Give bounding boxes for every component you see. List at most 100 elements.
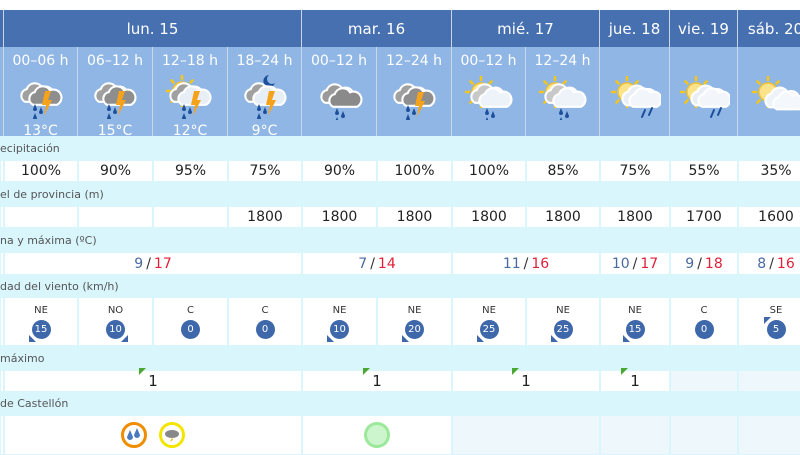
warnings-cell (302, 415, 452, 455)
uv-cell: 1 (302, 370, 452, 392)
temp-min: 9 (134, 256, 143, 272)
temp-min: 8 (757, 256, 766, 272)
sun-cloud-rain-icon (537, 70, 589, 124)
wind-speed-badge: 15 (626, 320, 645, 339)
snow-level-cell: 1800 (600, 206, 670, 228)
wind-arrow-icon (402, 335, 409, 342)
sun-cloud-icon (750, 70, 800, 124)
wind-arrow-icon (121, 335, 128, 342)
snow-level-cell: 1800 (526, 206, 600, 228)
warnings-cell (670, 415, 738, 455)
day-label: mié. 17 (497, 20, 554, 38)
day-header-1[interactable]: mar. 16 (302, 10, 452, 47)
precipitation-cell: 75% (228, 160, 302, 182)
temp-max: 14 (378, 256, 396, 272)
cloud-rain-icon (313, 70, 365, 124)
temp-max: 16 (531, 256, 549, 272)
day-label: vie. 19 (678, 20, 729, 38)
warning-orange-badge[interactable] (121, 422, 147, 448)
uv-value: 1 (521, 372, 531, 390)
period-label: 12–18 h (162, 53, 218, 69)
period-label: 06–12 h (87, 53, 143, 69)
temperature-cell: 8/16 (738, 252, 800, 275)
period-cell[interactable]: 00–12 h (452, 47, 526, 136)
period-label: 12–24 h (535, 53, 591, 70)
temp-max: 17 (640, 256, 658, 272)
forecast-table: lun. 15 mar. 16 mié. 17 jue. 18 vie. 19 sáb. … (0, 10, 800, 455)
day-header-3[interactable]: jue. 18 (600, 10, 670, 47)
row-label-precip: ecipitación (0, 136, 800, 160)
row-label-uv: máximo (0, 346, 800, 370)
period-cell[interactable] (670, 47, 738, 136)
period-cell[interactable]: 12–24 h (526, 47, 600, 136)
precipitation-cell: 95% (153, 160, 228, 182)
wind-speed-badge: 0 (695, 320, 714, 339)
warning-yellow-badge[interactable] (159, 422, 185, 448)
day-header-5[interactable]: sáb. 20 (738, 10, 800, 47)
uv-cell: 1 (4, 370, 302, 392)
day-header-0[interactable]: lun. 15 (4, 10, 302, 47)
row-label-warnings: de Castellón (0, 392, 800, 415)
uv-flag-icon (621, 368, 628, 375)
wind-speed-badge: 0 (181, 320, 200, 339)
temperature-cell: 11/16 (452, 252, 600, 275)
wind-speed-badge: 5 (767, 320, 786, 339)
wind-direction: NO (108, 305, 123, 316)
day-label: lun. 15 (127, 20, 179, 38)
period-cell[interactable] (600, 47, 670, 136)
wind-direction: C (701, 305, 708, 316)
temp-max: 17 (154, 256, 172, 272)
uv-value: 1 (148, 372, 158, 390)
sun-cloud-rain-icon (463, 70, 515, 124)
wind-speed-badge: 15 (32, 320, 51, 339)
snow-level-cell: 1700 (670, 206, 738, 228)
temp-separator: / (769, 256, 774, 272)
temperature-cell: 10/17 (600, 252, 670, 275)
precipitation-cell: 100% (4, 160, 78, 182)
sun-cloud-light-rain-icon (678, 70, 730, 124)
uv-value: 1 (372, 372, 382, 390)
wind-arrow-icon (477, 335, 484, 342)
day-header-2[interactable]: mié. 17 (452, 10, 600, 47)
snow-level-cell: 1800 (228, 206, 302, 228)
temp-max: 16 (777, 256, 795, 272)
uv-flag-icon (139, 368, 146, 375)
period-label: 18–24 h (237, 53, 293, 69)
period-cell[interactable] (738, 47, 800, 136)
period-cell[interactable]: 12–24 h (377, 47, 452, 136)
wind-speed-badge: 25 (554, 320, 573, 339)
uv-cell: 1 (600, 370, 670, 392)
period-label: 00–06 h (13, 53, 69, 69)
cloud-storm-rain-icon (388, 70, 440, 124)
cloud-storm-rain-icon (89, 69, 141, 123)
moon-cloud-storm-rain-icon (239, 69, 291, 123)
wind-direction: C (187, 305, 194, 316)
temp-min: 9 (685, 256, 694, 272)
period-label: 00–12 h (311, 53, 367, 70)
day-header-4[interactable]: vie. 19 (670, 10, 738, 47)
wind-direction: C (262, 305, 269, 316)
wind-speed-badge: 25 (480, 320, 499, 339)
wind-direction: NE (482, 305, 496, 316)
snow-level-cell (153, 206, 228, 228)
uv-value: 1 (630, 372, 640, 390)
wind-arrow-icon (29, 335, 36, 342)
warning-green-badge[interactable] (364, 422, 390, 448)
uv-flag-icon (512, 368, 519, 375)
wind-arrow-icon (623, 335, 630, 342)
wind-direction: NE (408, 305, 422, 316)
precipitation-cell: 90% (78, 160, 153, 182)
day-label: sáb. 20 (748, 20, 800, 38)
period-cell[interactable]: 00–12 h (302, 47, 377, 136)
wind-direction: NE (333, 305, 347, 316)
warnings-cell (738, 415, 800, 455)
snow-level-cell: 1800 (377, 206, 452, 228)
